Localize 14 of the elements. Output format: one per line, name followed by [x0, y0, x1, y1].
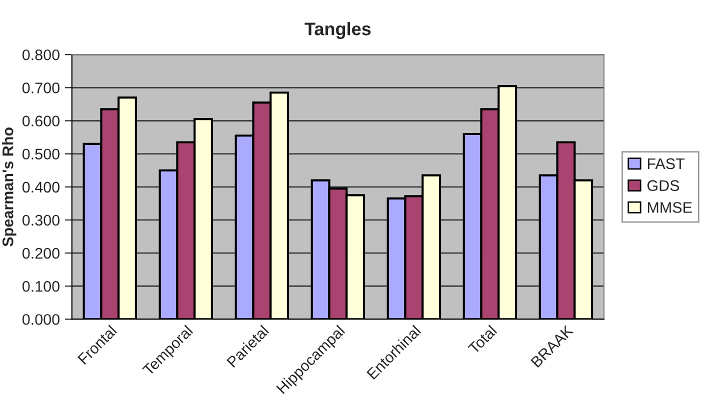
y-tick-label: 0.000 [22, 314, 60, 325]
y-axis-title: Spearman's Rho [2, 128, 16, 246]
y-tick-label: 0.100 [22, 280, 60, 292]
y-tick-label: 0.400 [22, 182, 60, 193]
chart-title: Tangles [304, 22, 371, 39]
legend-label: FAST [648, 158, 685, 170]
y-tick-label: 0.600 [22, 116, 60, 126]
y-tick-label: 0.800 [22, 49, 60, 60]
y-tick-label: 0.200 [22, 248, 60, 259]
legend-label: GDS [647, 180, 680, 191]
y-tick-label: 0.700 [22, 82, 60, 94]
legend-label: MMSE [648, 202, 692, 213]
y-tick-label: 0.500 [22, 148, 60, 160]
y-tick-label: 0.300 [22, 214, 60, 226]
